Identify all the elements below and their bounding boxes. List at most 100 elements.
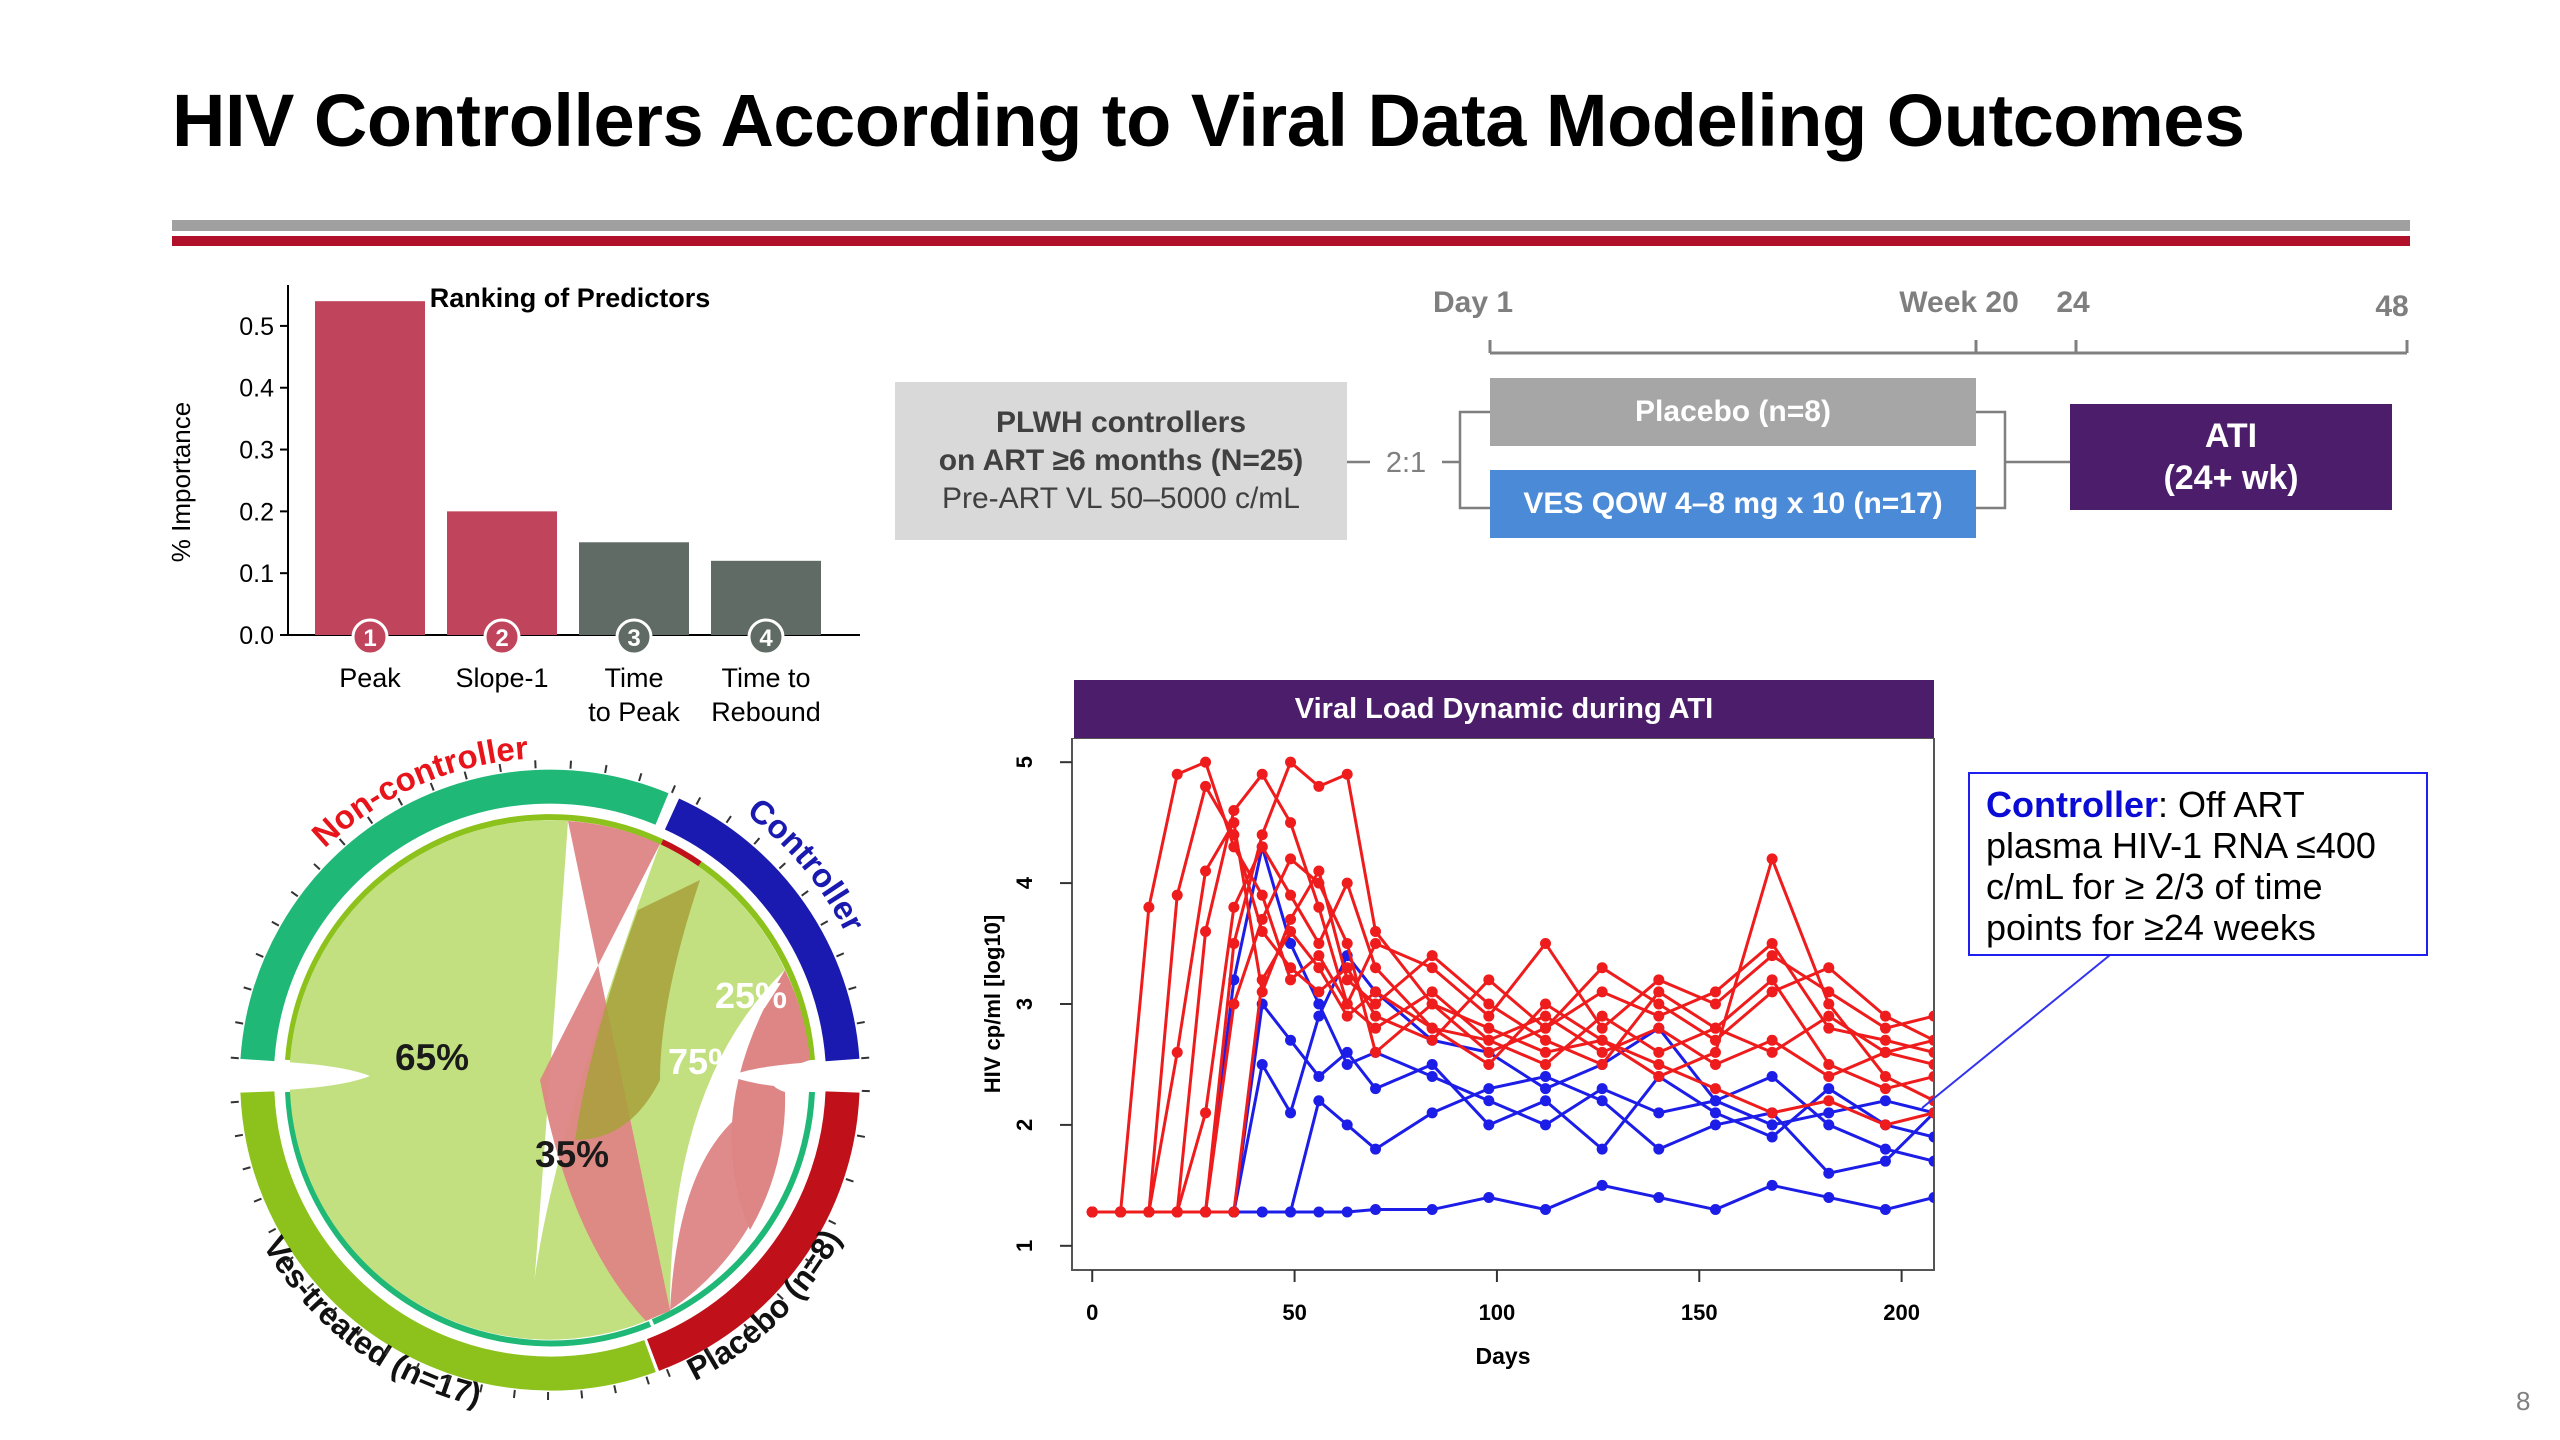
bar: [315, 301, 425, 635]
chord-tick: [313, 863, 321, 871]
bar-category-label: Peak: [339, 663, 401, 693]
controller-data-point: [1709, 1119, 1721, 1131]
noncontroller-data-point: [1709, 986, 1721, 998]
noncontroller-data-point: [1228, 805, 1240, 817]
noncontroller-data-point: [1766, 1034, 1778, 1046]
noncontroller-data-point: [1823, 962, 1835, 974]
noncontroller-data-point: [1341, 768, 1353, 780]
bar-category-label: to Peak: [588, 697, 680, 727]
noncontroller-data-point: [1596, 1046, 1608, 1058]
controller-data-point: [1285, 938, 1297, 950]
controller-keyword: Controller: [1986, 784, 2159, 825]
timeline-week48: 48: [2375, 290, 2408, 323]
timeline-day1: Day 1: [1433, 290, 1513, 319]
noncontroller-data-point: [1653, 974, 1665, 986]
chord-ticks: [230, 760, 870, 1401]
chord-tick: [743, 1323, 750, 1332]
chord-tick: [446, 1375, 451, 1384]
noncontroller-data-point: [1313, 962, 1325, 974]
controller-data-point: [1483, 1095, 1495, 1107]
noncontroller-data-point: [1285, 853, 1297, 865]
pct-ves-noncontroller: 65%: [395, 1037, 469, 1078]
chord-tick: [356, 1328, 363, 1336]
noncontroller-data-point: [1426, 1034, 1438, 1046]
noncontroller-data-point: [1823, 1095, 1835, 1107]
chord-tick: [366, 816, 374, 825]
noncontroller-data-point: [1370, 986, 1382, 998]
noncontroller-data-point: [1426, 998, 1438, 1010]
chord-tick: [384, 1347, 391, 1355]
noncontroller-data-point: [1483, 1034, 1495, 1046]
noncontroller-data-point: [1341, 998, 1353, 1010]
controller-data-point: [1879, 1155, 1891, 1167]
plwh-line2: on ART ≥6 months (N=25): [938, 444, 1304, 477]
chord-tick: [670, 785, 676, 794]
ati-line1: ATI: [2204, 417, 2258, 455]
timeline-axis: [1488, 340, 2409, 355]
bar-chart-ylabel: % Importance: [166, 402, 196, 562]
controller-data-point: [1370, 1143, 1382, 1155]
controller-data-point: [1256, 1206, 1268, 1218]
noncontroller-data-point: [1370, 938, 1382, 950]
noncontroller-data-point: [1653, 1022, 1665, 1034]
ribbon-overlap: [575, 880, 700, 1140]
controller-data-point: [1928, 1155, 1934, 1167]
noncontroller-data-point: [1143, 901, 1155, 913]
controller-data-point: [1653, 1143, 1665, 1155]
chord-tick: [268, 1227, 277, 1234]
noncontroller-data-point: [1256, 889, 1268, 901]
noncontroller-data-point: [1341, 877, 1353, 889]
vl-y-tick-label: 5: [1012, 756, 1037, 768]
chord-tick: [230, 1056, 239, 1060]
noncontroller-data-point: [1285, 925, 1297, 937]
chord-tick: [271, 920, 280, 927]
chord-tick: [429, 782, 435, 791]
chord-tick: [306, 1282, 315, 1290]
controller-data-point: [1341, 1058, 1353, 1070]
noncontroller-data-point: [1228, 998, 1240, 1010]
controller-data-point: [1313, 1010, 1325, 1022]
noncontroller-data-point: [1341, 938, 1353, 950]
bar-y-tick-label: 0.5: [239, 313, 274, 341]
bar-category-label: Time: [605, 663, 664, 693]
noncontroller-data-point: [1370, 1010, 1382, 1022]
bar-category-label: Slope-1: [455, 663, 548, 693]
controller-data-point: [1539, 1095, 1551, 1107]
controller-data-point: [1483, 1191, 1495, 1203]
randomization-connectors: 2:1: [1347, 410, 2070, 510]
plwh-controllers-box: PLWH controllers on ART ≥6 months (N=25)…: [895, 382, 1347, 540]
noncontroller-data-point: [1370, 998, 1382, 1010]
plwh-line1: PLWH controllers: [995, 406, 1247, 439]
controller-data-point: [1709, 1204, 1721, 1216]
controller-data-point: [1653, 1107, 1665, 1119]
noncontroller-data-point: [1879, 1010, 1891, 1022]
vl-y-tick-label: 3: [1012, 998, 1037, 1010]
noncontroller-data-point: [1256, 913, 1268, 925]
noncontroller-data-point: [1766, 853, 1778, 865]
controller-data-point: [1426, 1107, 1438, 1119]
noncontroller-data-point: [1370, 962, 1382, 974]
noncontroller-data-point: [1596, 1034, 1608, 1046]
noncontroller-data-point: [1313, 950, 1325, 962]
title-rule-red: [172, 236, 2410, 246]
noncontroller-data-point: [1483, 1046, 1495, 1058]
controller-data-point: [1766, 1179, 1778, 1191]
noncontroller-data-point: [1483, 1058, 1495, 1070]
ribbon-placebo-controller: [731, 970, 810, 1230]
chord-tick: [604, 764, 608, 774]
noncontroller-data-point: [1313, 780, 1325, 792]
noncontroller-data-point: [1653, 1010, 1665, 1022]
controller-data-point: [1539, 1119, 1551, 1131]
rank-badge: [483, 618, 521, 656]
chord-tick: [330, 1306, 338, 1315]
chord-tick: [569, 760, 573, 769]
chord-tick: [725, 815, 732, 824]
chord-tick: [338, 838, 346, 846]
controller-data-point: [1313, 1206, 1325, 1218]
controller-data-point: [1313, 1095, 1325, 1107]
noncontroller-data-point: [1823, 1010, 1835, 1022]
chord-tick: [801, 890, 809, 897]
noncontroller-data-point: [1766, 1046, 1778, 1058]
noncontroller-data-point: [1928, 1058, 1934, 1070]
controller-data-point: [1928, 1131, 1934, 1143]
